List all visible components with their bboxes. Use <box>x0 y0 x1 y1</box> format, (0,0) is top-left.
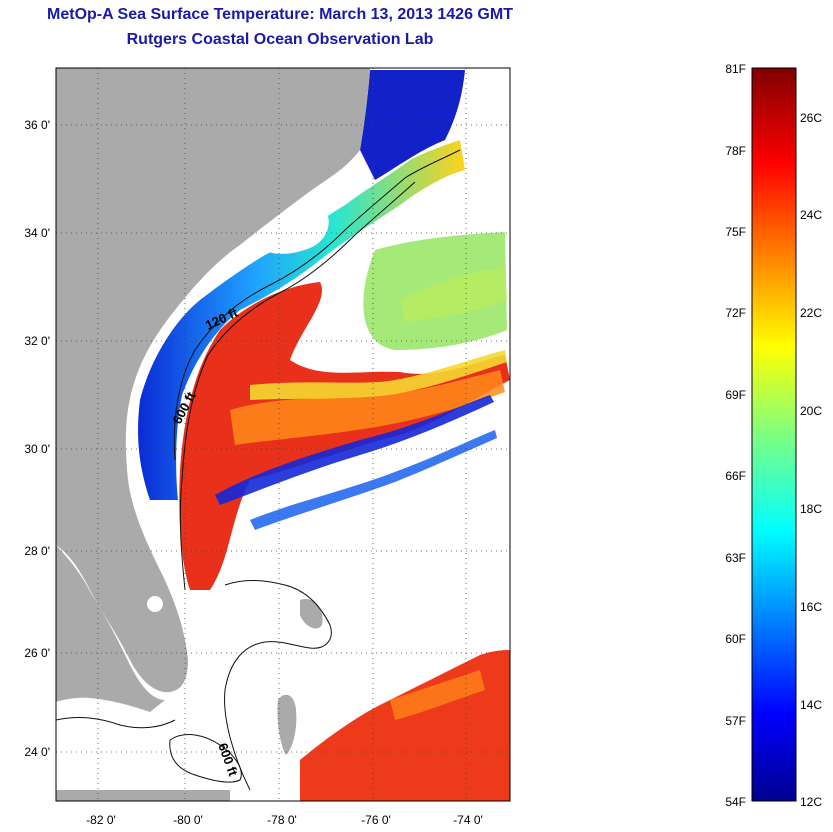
lat-tick-label: 34 0' <box>24 226 50 240</box>
colorbar-c-label: 20C <box>800 404 822 418</box>
map-frame <box>55 67 511 802</box>
lat-tick-label: 36 0' <box>24 118 50 132</box>
colorbar-f-label: 72F <box>725 306 746 320</box>
lon-tick-label: -74 0' <box>453 813 483 827</box>
colorbar-fahrenheit-labels: 81F 78F 75F 72F 69F 66F 63F 60F 57F 54F <box>725 62 746 809</box>
colorbar-c-label: 22C <box>800 306 822 320</box>
colorbar-celsius-labels: 26C 24C 22C 20C 18C 16C 14C 12C <box>800 111 822 809</box>
colorbar-f-label: 69F <box>725 388 746 402</box>
lon-tick-label: -82 0' <box>86 813 116 827</box>
sst-green-patches-south <box>400 268 507 322</box>
lon-tick-label: -80 0' <box>173 813 203 827</box>
sst-southern-orange <box>390 670 485 720</box>
colorbar-f-label: 57F <box>725 714 746 728</box>
land-cape-shape <box>250 205 329 254</box>
colorbar-c-label: 12C <box>800 795 822 809</box>
lon-tick-label: -76 0' <box>361 813 391 827</box>
lat-tick-label: 24 0' <box>24 745 50 759</box>
sst-cold-filament-2 <box>250 430 497 530</box>
latitude-axis: 36 0' 34 0' 32 0' 30 0' 28 0' 26 0' 24 0… <box>24 118 50 759</box>
land-bahamas-island-1 <box>277 694 297 755</box>
isobath-keys <box>56 717 176 729</box>
map-title-block: MetOp-A Sea Surface Temperature: March 1… <box>0 6 560 53</box>
lon-tick-label: -78 0' <box>267 813 297 827</box>
colorbar <box>751 67 797 802</box>
colorbar-f-label: 63F <box>725 551 746 565</box>
map-title: MetOp-A Sea Surface Temperature: March 1… <box>47 6 513 23</box>
map-area <box>56 68 510 801</box>
sst-yellow-band <box>250 350 507 400</box>
lake-okeechobee <box>147 596 163 612</box>
colorbar-c-label: 16C <box>800 600 822 614</box>
land-bottom-strip <box>56 790 230 801</box>
lat-tick-label: 30 0' <box>24 442 50 456</box>
sst-cold-filament-1 <box>215 395 494 505</box>
graticule <box>56 68 510 801</box>
isobath-600ft <box>179 181 416 591</box>
lat-tick-label: 32 0' <box>24 334 50 348</box>
land-bahamas-island-2 <box>300 599 323 629</box>
lat-tick-label: 28 0' <box>24 544 50 558</box>
colorbar-f-label: 60F <box>725 632 746 646</box>
colorbar-f-label: 54F <box>725 795 746 809</box>
sst-coastal-cold-band <box>138 140 465 500</box>
land-mainland <box>56 68 370 693</box>
sst-northern-cold-water <box>360 70 465 180</box>
colorbar-f-label: 75F <box>725 225 746 239</box>
colorbar-f-label: 81F <box>725 62 746 76</box>
colorbar-f-label: 66F <box>725 469 746 483</box>
colorbar-f-label: 78F <box>725 144 746 158</box>
isobath-bahamas-2 <box>169 734 242 783</box>
colorbar-c-label: 18C <box>800 502 822 516</box>
longitude-axis: -82 0' -80 0' -78 0' -76 0' -74 0' <box>86 813 483 827</box>
sst-warm-gulf-stream <box>179 282 510 590</box>
sst-orange-band <box>230 370 505 445</box>
lat-tick-label: 26 0' <box>24 646 50 660</box>
colorbar-c-label: 24C <box>800 208 822 222</box>
colorbar-c-label: 14C <box>800 698 822 712</box>
isobath-bahamas <box>224 580 332 791</box>
map-subtitle: Rutgers Coastal Ocean Observation Lab <box>126 31 434 48</box>
land-florida-lower <box>56 545 165 712</box>
isobath-120ft <box>173 149 461 461</box>
colorbar-c-label: 26C <box>800 111 822 125</box>
